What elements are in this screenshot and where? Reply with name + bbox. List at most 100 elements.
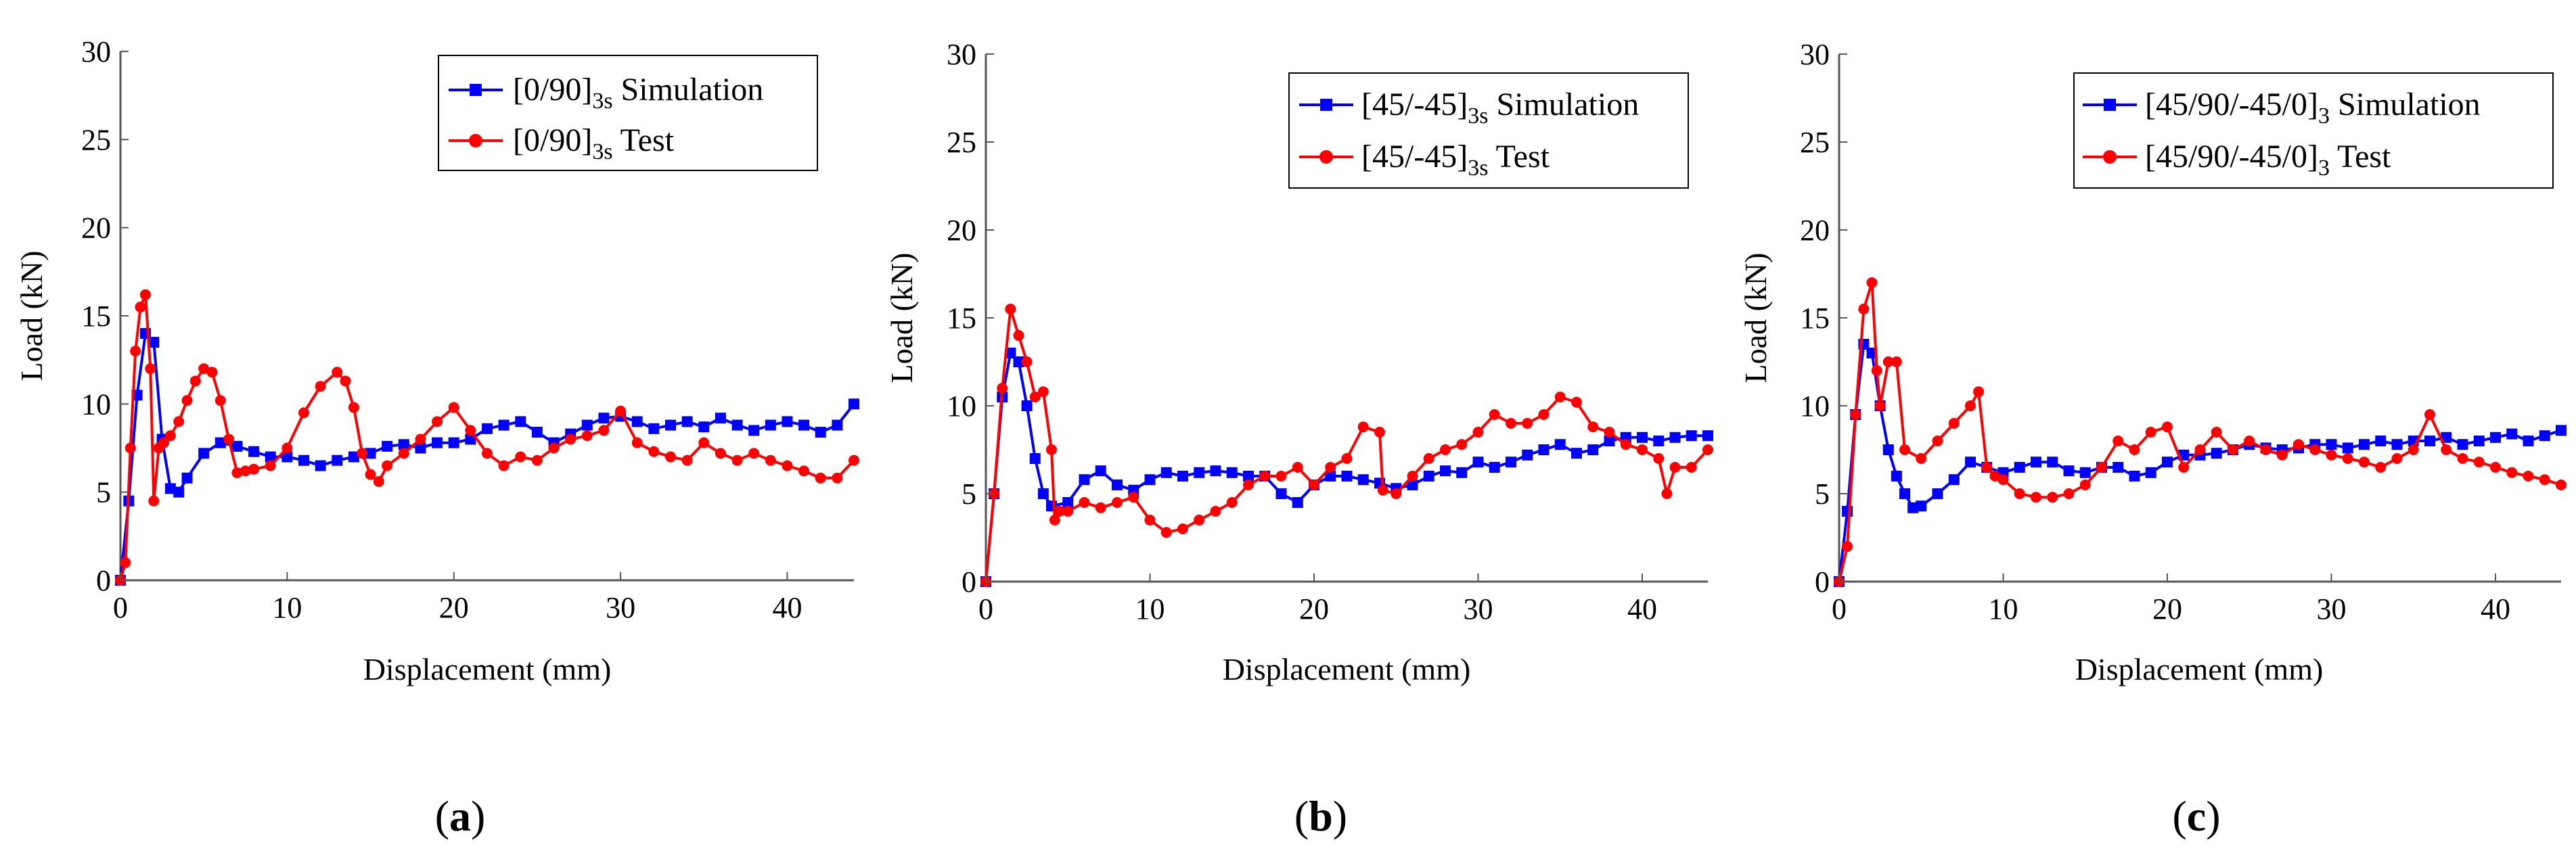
chart-b-x-tick-label: 10 xyxy=(1135,592,1165,626)
chart-a-test-point xyxy=(498,460,510,471)
chart-a-legend-sim-label: [0/90]3s Simulation xyxy=(513,72,763,114)
chart-c-sim-point xyxy=(2342,442,2353,454)
chart-b-test-point xyxy=(989,488,1000,499)
chart-b-test-point xyxy=(1160,527,1172,538)
chart-b-test-point xyxy=(1243,480,1254,490)
chart-b-test-point xyxy=(1391,488,1402,499)
chart-b-ticks: 0 10 20 30 40 0 5 10 15 20 25 30 xyxy=(947,38,1657,626)
chart-a-test-point xyxy=(548,442,560,454)
chart-b-sim-point xyxy=(1079,474,1090,486)
chart-c-sim-point xyxy=(1932,488,1943,499)
chart-b-test-point xyxy=(1062,506,1074,517)
chart-a-test-point xyxy=(382,460,393,471)
chart-c-legend: [45/90/-45/0]3 Simulation [45/90/-45/0]3… xyxy=(2073,72,2554,189)
chart-c-sim-point xyxy=(1916,500,1927,512)
chart-b-x-tick-label: 0 xyxy=(978,592,993,626)
chart-b-test-point xyxy=(1686,462,1697,473)
chart-b-test-point xyxy=(1456,439,1468,450)
chart-b-test-point xyxy=(1341,453,1353,464)
chart-a-test-point xyxy=(615,405,627,417)
chart-c-test-point xyxy=(2276,449,2288,461)
chart-a-sim-point xyxy=(531,427,543,438)
chart-c-sim-point xyxy=(2079,467,2091,478)
chart-b-test-point xyxy=(1095,502,1106,513)
chart-a-test-point xyxy=(448,402,459,413)
chart-a-legend-test-marker xyxy=(469,134,482,147)
chart-a-sim-point xyxy=(315,460,326,471)
chart-a-test-point xyxy=(731,454,743,466)
chart-b-test-point xyxy=(1587,421,1599,433)
chart-c-test-point xyxy=(2359,457,2370,468)
chart-c-sim-point xyxy=(2162,457,2173,468)
chart-a-sim-point xyxy=(448,437,459,448)
chart-b-sim-point xyxy=(1357,474,1369,486)
chart-a-sim-point xyxy=(765,419,776,431)
chart-c-sim-point xyxy=(2441,431,2452,443)
chart-c-test-point xyxy=(1989,471,2001,482)
chart-b-test-point xyxy=(1423,453,1434,464)
chart-b: 0 10 20 30 40 0 5 10 15 20 25 30 Load (kN) Displace… xyxy=(884,38,1713,840)
chart-a-series xyxy=(115,289,859,586)
chart-b-sim-point xyxy=(1037,488,1049,499)
chart-a-test-point xyxy=(581,430,593,442)
chart-b-sim-point xyxy=(1456,467,1468,478)
chart-c-sim-point xyxy=(2047,457,2058,468)
chart-a-test-point xyxy=(598,425,610,436)
chart-b-sim-point xyxy=(1604,436,1615,446)
chart-c-test-line xyxy=(1838,281,2562,582)
chart-c-test-point xyxy=(1874,400,1886,411)
chart-b-sim-line xyxy=(985,352,1708,582)
chart-c-test-point xyxy=(1842,541,1853,552)
chart-c-sim-point xyxy=(2539,430,2550,442)
chart-b-x-tick-label: 40 xyxy=(1627,592,1657,626)
chart-c-y-tick-label: 10 xyxy=(1800,390,1830,423)
chart-c-x-tick-label: 40 xyxy=(2481,592,2510,626)
chart-c-test-point xyxy=(2506,467,2518,478)
chart-b-sim-point xyxy=(1653,436,1665,446)
chart-b-test-point xyxy=(1144,515,1156,525)
chart-b-sim-point xyxy=(1440,465,1451,477)
chart-a-sim-point xyxy=(782,416,793,427)
chart-b-test-point xyxy=(1377,484,1388,496)
chart-b-sim-point xyxy=(1669,431,1681,443)
chart-b-test-point xyxy=(1489,409,1500,420)
chart-a-sim-point xyxy=(731,419,743,431)
chart-a-test-point xyxy=(482,448,493,459)
chart-a-x-tick-label: 30 xyxy=(606,591,635,624)
chart-c-sim-point xyxy=(2063,465,2075,477)
chart-c-sim-point xyxy=(2506,428,2518,440)
chart-c-test-point xyxy=(2079,480,2091,490)
chart-a-test-point xyxy=(415,434,426,445)
chart-b-test-point xyxy=(1226,497,1238,508)
chart-a-test-point xyxy=(223,434,235,445)
chart-c-test-point xyxy=(2228,444,2238,455)
chart-c-sim-point xyxy=(1899,488,1910,499)
chart-b-x-tick-label: 30 xyxy=(1464,592,1493,626)
chart-b-test-point xyxy=(1049,515,1060,525)
chart-c-test-point xyxy=(2145,427,2156,438)
chart-c-test-point xyxy=(2063,488,2075,499)
chart-c-test-point xyxy=(1858,304,1870,314)
chart-c-sim-point xyxy=(2014,462,2025,473)
chart-c-test-point xyxy=(1899,444,1910,455)
chart-a-sim-point xyxy=(665,419,676,431)
chart-b-test-point xyxy=(997,383,1008,394)
chart-c-test-point xyxy=(1997,474,2009,486)
chart-a-y-tick-label: 5 xyxy=(96,476,111,509)
chart-a-test-point xyxy=(164,430,176,442)
chart-c-sim-point xyxy=(2129,471,2140,482)
chart-b-series xyxy=(980,304,1713,587)
chart-b-sim-point xyxy=(1013,356,1024,367)
chart-b-test-point xyxy=(1472,427,1484,438)
chart-a-test-point xyxy=(348,402,359,413)
chart-b-sim-point xyxy=(1144,474,1156,486)
chart-b-sim-point xyxy=(1210,465,1221,477)
chart-c-sim-point xyxy=(2523,436,2534,446)
chart-b-test-point xyxy=(1210,506,1221,517)
chart-a-sim-point xyxy=(832,419,843,431)
chart-b-test-point xyxy=(1407,471,1418,482)
chart-a-test-point xyxy=(631,437,643,448)
chart-a-sim-point xyxy=(248,446,260,457)
chart-a-caption: (a) xyxy=(435,792,486,840)
chart-a-test-point xyxy=(565,434,577,445)
